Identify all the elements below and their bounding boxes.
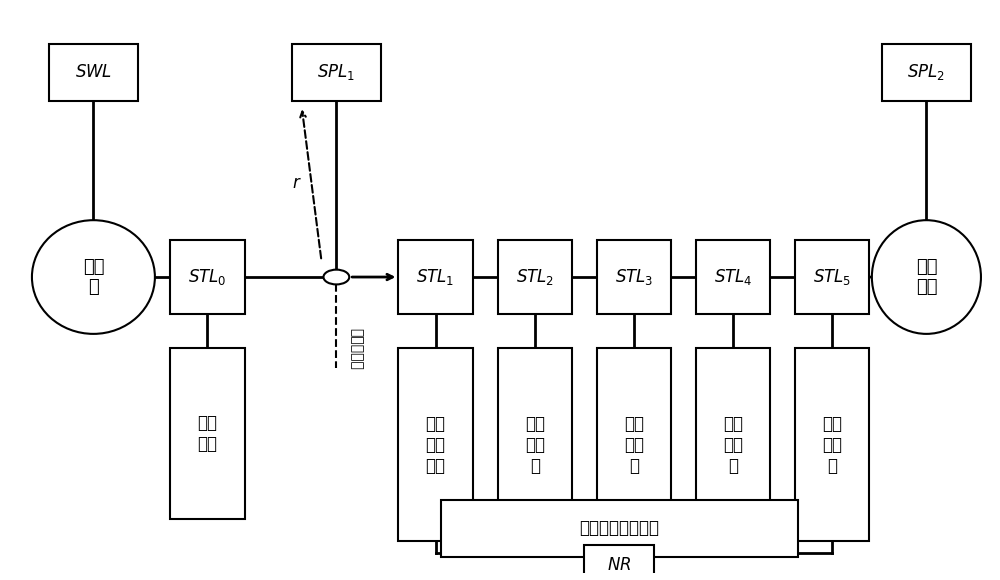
Text: 车体
钣金
隔声: 车体 钣金 隔声 [426, 415, 446, 474]
Text: $STL_2$: $STL_2$ [516, 267, 554, 287]
Text: 汽车车身系统隔声: 汽车车身系统隔声 [579, 519, 659, 537]
Text: $STL_5$: $STL_5$ [813, 267, 851, 287]
Text: 声源监测点: 声源监测点 [349, 328, 363, 370]
Text: $SWL$: $SWL$ [75, 63, 112, 81]
Text: 内饰
板隔
声: 内饰 板隔 声 [723, 415, 743, 474]
FancyBboxPatch shape [597, 348, 671, 541]
Ellipse shape [32, 220, 155, 334]
Text: $r$: $r$ [292, 174, 302, 192]
FancyBboxPatch shape [696, 348, 770, 541]
Ellipse shape [872, 220, 981, 334]
FancyBboxPatch shape [795, 240, 869, 314]
Text: 源端
吸声: 源端 吸声 [197, 414, 217, 453]
FancyBboxPatch shape [584, 545, 654, 580]
Text: $STL_1$: $STL_1$ [416, 267, 455, 287]
Text: 内饰
板吸
声: 内饰 板吸 声 [624, 415, 644, 474]
FancyBboxPatch shape [170, 348, 245, 519]
FancyBboxPatch shape [696, 240, 770, 314]
Text: 乘员
舱吸
声: 乘员 舱吸 声 [822, 415, 842, 474]
FancyBboxPatch shape [292, 44, 381, 101]
Text: $NR$: $NR$ [607, 556, 631, 574]
FancyBboxPatch shape [597, 240, 671, 314]
FancyBboxPatch shape [398, 240, 473, 314]
Text: $STL_4$: $STL_4$ [714, 267, 752, 287]
Text: $SPL_1$: $SPL_1$ [317, 63, 355, 82]
FancyBboxPatch shape [441, 500, 798, 557]
FancyBboxPatch shape [170, 240, 245, 314]
Text: 车内
噪声: 车内 噪声 [916, 258, 937, 296]
FancyBboxPatch shape [882, 44, 971, 101]
Text: $STL_3$: $STL_3$ [615, 267, 653, 287]
Text: $STL_0$: $STL_0$ [188, 267, 227, 287]
FancyBboxPatch shape [795, 348, 869, 541]
FancyBboxPatch shape [49, 44, 138, 101]
FancyBboxPatch shape [498, 240, 572, 314]
Text: 隔音
垫隔
声: 隔音 垫隔 声 [525, 415, 545, 474]
FancyBboxPatch shape [398, 348, 473, 541]
Text: $SPL_2$: $SPL_2$ [907, 63, 945, 82]
Circle shape [323, 270, 349, 284]
Text: 噪声
源: 噪声 源 [83, 258, 104, 296]
FancyBboxPatch shape [498, 348, 572, 541]
